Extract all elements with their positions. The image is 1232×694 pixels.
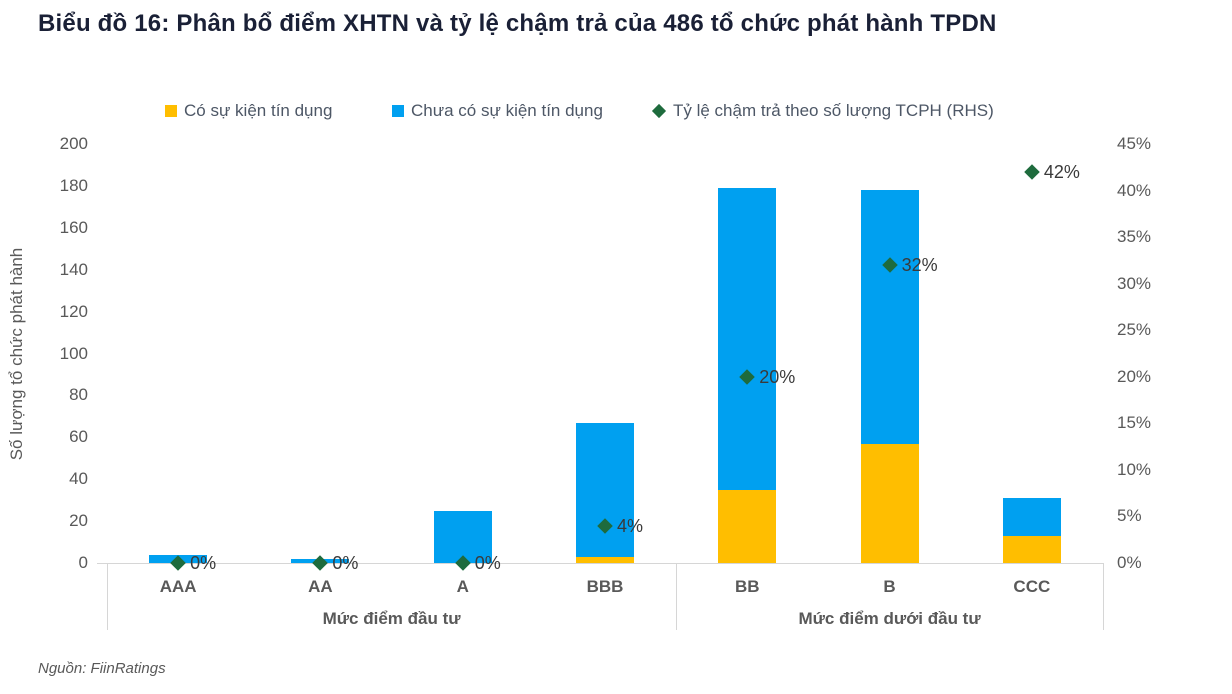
legend-label: Tỷ lệ chậm trả theo số lượng TCPH (RHS)	[673, 101, 994, 120]
right-axis-tick: 15%	[1117, 413, 1152, 433]
category-separator	[1103, 563, 1104, 630]
left-axis-tick: 180	[59, 175, 88, 195]
category-label: BBB	[586, 577, 624, 596]
left-axis-tick: 80	[69, 385, 88, 405]
bar-segment-credit-event	[860, 443, 919, 563]
category-separator	[107, 563, 108, 630]
left-axis-tick: 100	[59, 343, 88, 363]
category-label: CCC	[1013, 577, 1051, 596]
category-label: BB	[735, 577, 760, 596]
bar-segment-no-credit-event	[433, 510, 492, 563]
x-axis-line	[97, 563, 1103, 564]
right-axis-tick: 45%	[1117, 134, 1152, 153]
chart-title: Biểu đồ 16: Phân bổ điểm XHTN và tỷ lệ c…	[38, 10, 997, 37]
legend-label: Chưa có sự kiện tín dụng	[411, 101, 603, 120]
bar-segment-credit-event	[576, 556, 634, 563]
right-axis-tick: 30%	[1117, 273, 1152, 293]
left-axis-tick: 160	[59, 217, 88, 237]
left-axis-tick: 20	[69, 511, 88, 531]
left-axis-tick: 120	[59, 301, 88, 321]
right-axis-tick: 40%	[1117, 180, 1152, 200]
delinquency-label: 0%	[332, 553, 359, 573]
bar-segment-credit-event	[718, 489, 777, 563]
yellow-square-icon	[165, 105, 177, 117]
right-axis-tick: 35%	[1117, 227, 1152, 247]
delinquency-label: 32%	[901, 255, 938, 276]
bar-segment-no-credit-event	[576, 422, 634, 557]
right-axis-tick: 10%	[1117, 459, 1152, 479]
category-label: A	[456, 577, 469, 596]
left-axis-tick: 0	[78, 553, 88, 572]
category-label: B	[883, 577, 896, 596]
left-axis-tick: 40	[69, 469, 88, 489]
legend: Có sự kiện tín dụng Chưa có sự kiện tín …	[0, 98, 1232, 124]
axis-group-label: Mức điểm đầu tư	[322, 609, 461, 628]
category-separator	[676, 563, 677, 630]
left-axis-tick: 200	[59, 134, 88, 153]
delinquency-marker	[312, 555, 329, 571]
right-axis-tick: 5%	[1117, 506, 1142, 526]
bar-segment-no-credit-event	[1002, 498, 1061, 536]
right-axis-tick: 20%	[1117, 366, 1152, 386]
delinquency-marker	[1024, 164, 1040, 180]
delinquency-label: 0%	[474, 553, 501, 573]
delinquency-label: 20%	[759, 366, 796, 387]
category-label: AAA	[159, 577, 197, 596]
right-axis-tick: 0%	[1117, 553, 1142, 572]
delinquency-label: 42%	[1043, 161, 1080, 182]
bar-segment-no-credit-event	[718, 187, 777, 490]
source-note: Nguồn: FiinRatings	[38, 660, 166, 677]
category-label: AA	[308, 577, 333, 596]
left-axis-tick: 140	[59, 259, 88, 279]
legend-label: Có sự kiện tín dụng	[184, 101, 333, 120]
bar-segment-no-credit-event	[860, 190, 919, 444]
delinquency-label: 4%	[617, 515, 644, 536]
delinquency-label: 0%	[190, 553, 217, 573]
legend-item-delinquency-rate: Tỷ lệ chậm trả theo số lượng TCPH (RHS)	[651, 98, 994, 124]
bar-segment-credit-event	[1002, 535, 1061, 563]
axis-group-label: Mức điểm dưới đầu tư	[798, 609, 981, 628]
left-axis-tick: 60	[69, 427, 88, 447]
right-axis-tick: 25%	[1117, 320, 1152, 340]
legend-item-no-credit-event: Chưa có sự kiện tín dụng	[392, 98, 603, 124]
legend-item-credit-event: Có sự kiện tín dụng	[165, 98, 332, 124]
blue-square-icon	[392, 105, 404, 117]
